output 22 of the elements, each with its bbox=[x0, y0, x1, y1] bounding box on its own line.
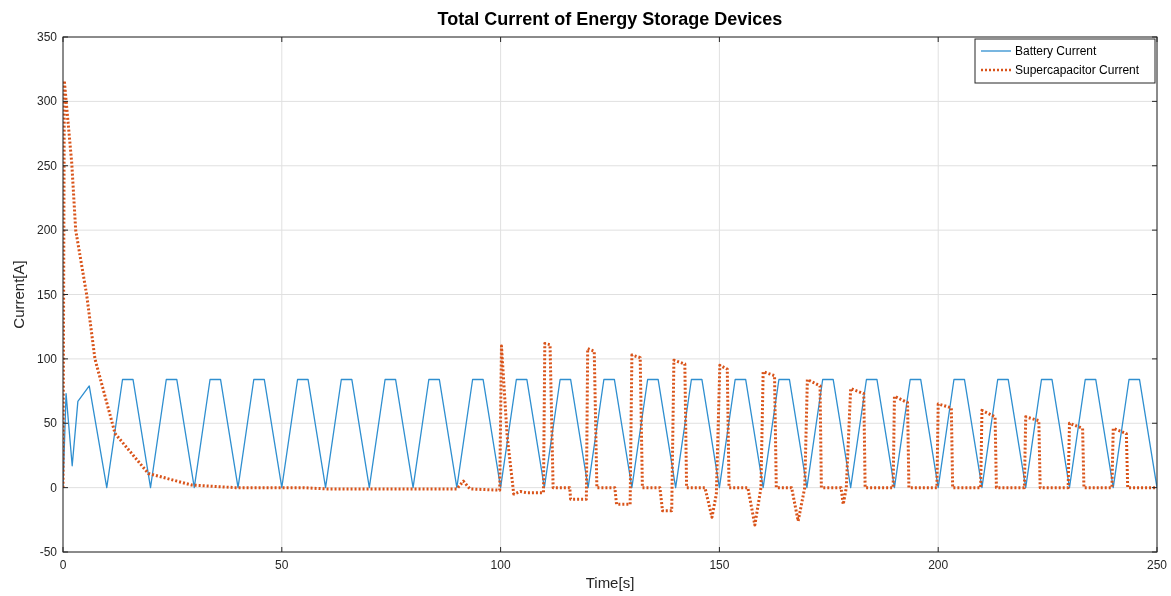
y-tick-label: 350 bbox=[36, 30, 58, 44]
y-axis-title: Current[A] bbox=[10, 260, 27, 329]
y-tick-label: -50 bbox=[39, 545, 58, 559]
x-tick-label: 0 bbox=[59, 558, 67, 572]
y-tick-label: 300 bbox=[36, 94, 58, 109]
legend-label: Battery Current bbox=[1015, 44, 1098, 58]
x-tick-label: 100 bbox=[490, 558, 511, 572]
x-tick-label: 200 bbox=[928, 558, 949, 572]
y-tick-label: 0 bbox=[50, 480, 58, 495]
y-tick-label: 250 bbox=[36, 158, 58, 173]
x-tick-label: 50 bbox=[275, 558, 289, 572]
x-tick-label: 150 bbox=[709, 558, 730, 572]
y-tick-label: 50 bbox=[43, 416, 58, 431]
y-tick-label: 200 bbox=[36, 223, 58, 238]
x-tick-label: 250 bbox=[1146, 558, 1168, 572]
chart-title: Total Current of Energy Storage Devices bbox=[437, 9, 783, 29]
line-series bbox=[63, 378, 1157, 489]
y-tick-label: 100 bbox=[36, 351, 58, 366]
y-tick-label: 150 bbox=[36, 287, 58, 302]
x-axis-title: Time[s] bbox=[585, 574, 635, 591]
legend-label: Supercapacitor Current bbox=[1015, 63, 1140, 77]
line-series bbox=[63, 79, 1157, 527]
